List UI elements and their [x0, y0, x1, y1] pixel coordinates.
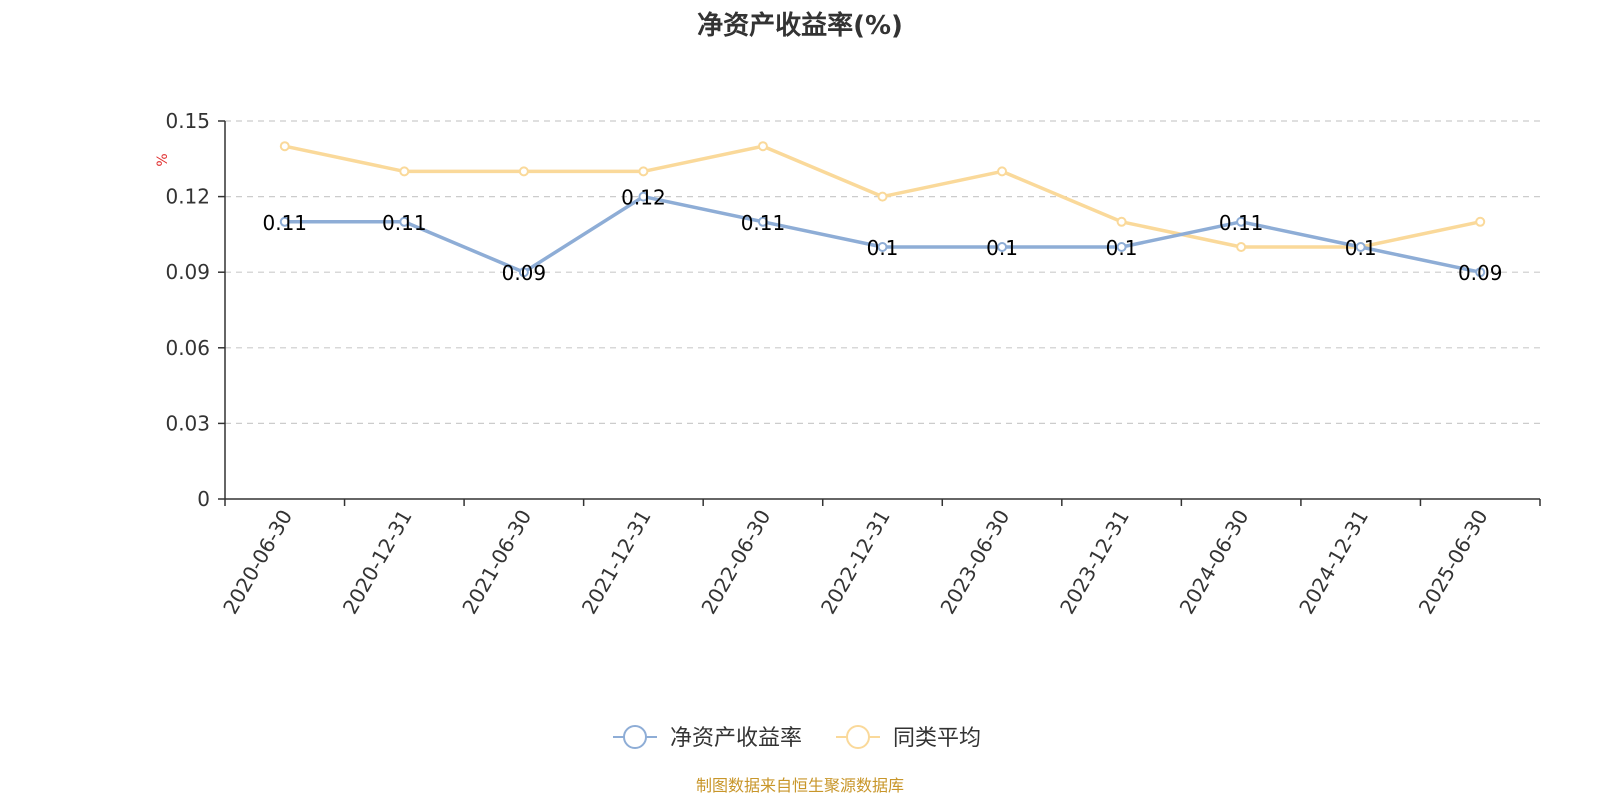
- data-point: [997, 242, 1008, 252]
- y-tick-label: 0.06: [165, 336, 210, 360]
- data-label: 0.1: [986, 236, 1018, 260]
- data-point: [1475, 267, 1486, 278]
- data-label: 0.1: [867, 236, 899, 260]
- x-tick-label: 2023-06-30: [935, 506, 1014, 619]
- data-point: [757, 141, 768, 152]
- data-label: 0.12: [621, 186, 666, 210]
- data-point: [279, 216, 290, 227]
- data-point: [638, 166, 649, 177]
- data-point: [1116, 242, 1127, 252]
- legend-item[interactable]: 同类平均: [836, 725, 981, 751]
- x-tick-label: 2025-06-30: [1414, 506, 1493, 619]
- x-tick-label: 2020-12-31: [338, 506, 417, 619]
- x-tick-label: 2021-12-31: [577, 506, 656, 619]
- data-label: 0.1: [1106, 236, 1138, 260]
- data-point: [399, 166, 410, 177]
- x-tick-label: 2022-06-30: [696, 506, 775, 619]
- legend-marker: [623, 725, 647, 749]
- data-point: [1116, 216, 1127, 227]
- x-tick-label: 2024-12-31: [1294, 506, 1373, 619]
- data-point: [518, 166, 529, 177]
- data-point: [1475, 216, 1486, 227]
- y-tick-label: 0: [197, 487, 210, 511]
- y-tick-label: 0.09: [165, 260, 210, 284]
- data-point: [518, 267, 529, 278]
- x-tick-label: 2020-06-30: [218, 506, 297, 619]
- data-label: 0.11: [263, 211, 308, 235]
- data-point: [279, 141, 290, 152]
- data-point: [638, 191, 649, 202]
- data-point: [877, 242, 888, 252]
- series-line: [283, 194, 1482, 274]
- x-tick-label: 2023-12-31: [1055, 506, 1134, 619]
- data-point: [399, 216, 410, 227]
- data-label: 0.1: [1345, 236, 1377, 260]
- x-tick-label: 2022-12-31: [816, 506, 895, 619]
- data-label: 0.11: [741, 211, 786, 235]
- y-tick-label: 0.15: [165, 109, 210, 133]
- legend-label: 净资产收益率: [670, 726, 802, 751]
- y-tick-label: 0.12: [165, 185, 210, 209]
- series-group: 0.11 0.11 0.09 0.12 0.11 0.1 0.1 0.1 0.11 0.1 0.09: [263, 141, 1503, 285]
- grid-lines: [225, 120, 1540, 424]
- legend-marker: [846, 725, 870, 749]
- y-tick-label: 0.03: [165, 411, 210, 435]
- data-point: [757, 216, 768, 227]
- data-point: [1236, 242, 1247, 252]
- source-note: 制图数据来自恒生聚源数据库: [696, 776, 904, 795]
- data-label: 0.11: [1219, 211, 1264, 235]
- legend[interactable]: 净资产收益率 同类平均: [613, 725, 981, 751]
- data-point: [877, 191, 888, 202]
- data-label: 0.11: [382, 211, 427, 235]
- x-tick-label: 2021-06-30: [457, 506, 536, 619]
- data-point: [1355, 242, 1366, 252]
- x-tick-label: 2024-06-30: [1175, 506, 1254, 619]
- legend-label: 同类平均: [893, 726, 981, 751]
- chart-title: 净资产收益率(%): [697, 10, 903, 41]
- legend-item[interactable]: 净资产收益率: [613, 725, 802, 751]
- data-point: [1236, 216, 1247, 227]
- data-point: [997, 166, 1008, 177]
- data-label: 0.09: [502, 261, 547, 285]
- y-unit-label: %: [155, 153, 171, 166]
- data-label: 0.09: [1458, 261, 1503, 285]
